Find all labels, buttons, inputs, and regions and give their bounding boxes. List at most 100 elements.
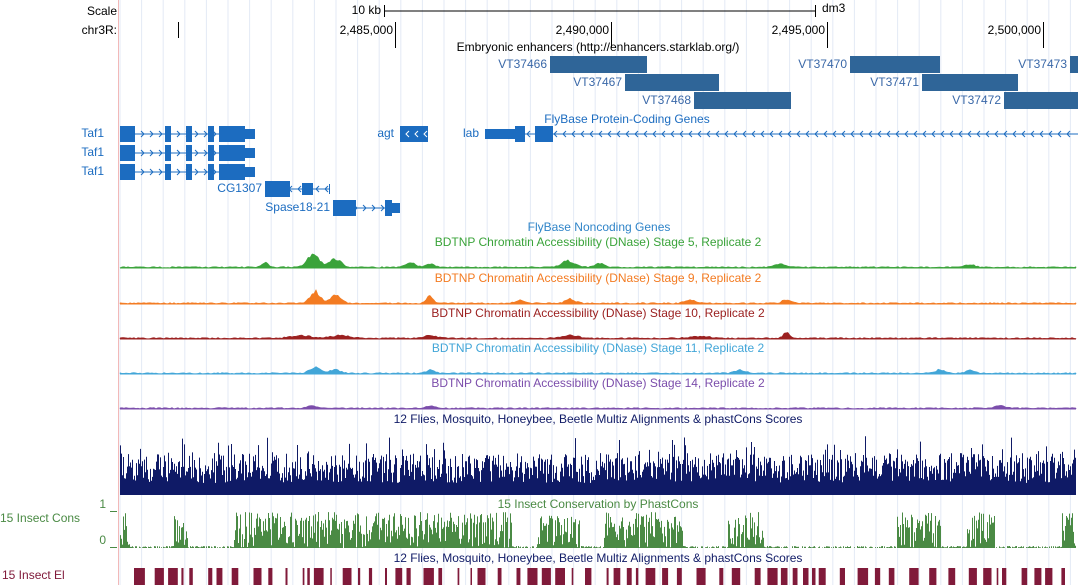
strand-arrow	[598, 130, 603, 138]
conserved-element	[342, 568, 352, 585]
track-label: 15 Insect Cons	[0, 511, 80, 525]
conserved-element	[1021, 568, 1028, 585]
enhancer-label: VT37468	[642, 93, 691, 107]
strand-arrow	[324, 185, 329, 193]
strand-arrow	[158, 168, 163, 176]
phastcons-signal	[120, 512, 1076, 548]
strand-arrow	[203, 168, 208, 176]
conserved-element	[613, 568, 621, 585]
gene-label: Spase18-21	[265, 200, 330, 214]
strand-arrow	[589, 130, 594, 138]
strand-arrow	[931, 130, 936, 138]
strand-arrow	[140, 149, 145, 157]
conserved-element	[767, 568, 778, 585]
strand-arrow	[203, 130, 208, 138]
conserved-element	[888, 568, 895, 585]
strand-arrow	[149, 130, 154, 138]
track-title: Embryonic enhancers (http://enhancers.st…	[457, 40, 740, 54]
conserved-element	[330, 568, 332, 585]
exon	[485, 129, 515, 139]
enhancer-box	[1004, 92, 1078, 109]
conserved-element	[358, 568, 361, 585]
strand-arrow	[571, 130, 576, 138]
conserved-element	[780, 568, 788, 585]
strand-arrow	[850, 130, 855, 138]
strand-arrow	[616, 130, 621, 138]
exon	[302, 183, 313, 195]
conserved-element	[719, 568, 724, 585]
enhancer-label: VT37471	[870, 75, 919, 89]
conserved-element	[470, 568, 472, 585]
strand-arrow	[769, 130, 774, 138]
exon	[165, 145, 171, 161]
conserved-element	[731, 568, 741, 585]
dnase-signal	[119, 405, 1077, 410]
exon	[186, 145, 192, 161]
strand-arrow	[895, 130, 900, 138]
strand-arrow	[1030, 130, 1035, 138]
track-title: FlyBase Noncoding Genes	[528, 220, 671, 234]
track-title: 15 Insect Conservation by PhastCons	[498, 497, 699, 511]
strand-arrow	[949, 130, 954, 138]
strand-arrow	[194, 130, 199, 138]
conserved-element	[395, 568, 403, 585]
conserved-element	[626, 568, 632, 585]
conserved-element	[754, 568, 761, 585]
conserved-element	[818, 568, 826, 585]
strand-arrow	[553, 130, 558, 138]
strand-arrow	[733, 130, 738, 138]
conserved-element	[168, 568, 178, 585]
enhancer-label: VT37466	[498, 57, 547, 71]
conserved-element	[792, 568, 798, 585]
conserved-element	[606, 568, 609, 585]
strand-arrow	[1003, 130, 1008, 138]
enhancer-box	[850, 56, 940, 73]
strand-arrow	[405, 130, 410, 138]
enhancer-label: VT37470	[798, 57, 847, 71]
track-title: BDTNP Chromatin Accessibility (DNase) St…	[435, 271, 762, 285]
strand-arrow	[868, 130, 873, 138]
strand-arrow	[414, 130, 419, 138]
strand-arrow	[760, 130, 765, 138]
enhancer-label: VT37467	[573, 75, 622, 89]
conserved-element	[406, 568, 411, 585]
ruler-label: 2,490,000	[556, 23, 610, 37]
gene-label: Taf1	[81, 164, 104, 178]
conserved-element	[307, 568, 310, 585]
strand-arrow	[158, 149, 163, 157]
dnase-signal	[119, 288, 1077, 305]
strand-arrow	[778, 130, 783, 138]
conserved-element	[231, 568, 239, 585]
strand-arrow	[859, 130, 864, 138]
strand-arrow	[652, 130, 657, 138]
conserved-element	[803, 568, 809, 585]
track-title: BDTNP Chromatin Accessibility (DNase) St…	[435, 235, 762, 249]
strand-arrow	[661, 130, 666, 138]
strand-arrow	[787, 130, 792, 138]
strand-arrow	[976, 130, 981, 138]
dnase-signal	[119, 332, 1077, 340]
strand-arrow	[149, 149, 154, 157]
conserved-element	[189, 568, 193, 585]
strand-arrow	[958, 130, 963, 138]
track-title: 12 Flies, Mosquito, Honeybee, Beetle Mul…	[394, 551, 803, 565]
strand-arrow	[315, 185, 320, 193]
exon	[219, 145, 245, 161]
conserved-element	[839, 568, 845, 585]
strand-arrow	[796, 130, 801, 138]
strand-arrow	[1021, 130, 1026, 138]
enhancer-label: VT37472	[952, 93, 1001, 107]
enhancer-box	[694, 92, 791, 109]
gene-label: CG1307	[217, 181, 262, 195]
strand-arrow	[607, 130, 612, 138]
gene-label: lab	[463, 126, 479, 140]
conserved-element	[812, 568, 816, 585]
conserved-element	[302, 568, 305, 585]
strand-arrow	[751, 130, 756, 138]
conserved-element	[1034, 568, 1042, 585]
strand-arrow	[380, 204, 385, 212]
exon	[186, 164, 192, 180]
exon	[265, 181, 290, 197]
exon	[535, 126, 553, 142]
